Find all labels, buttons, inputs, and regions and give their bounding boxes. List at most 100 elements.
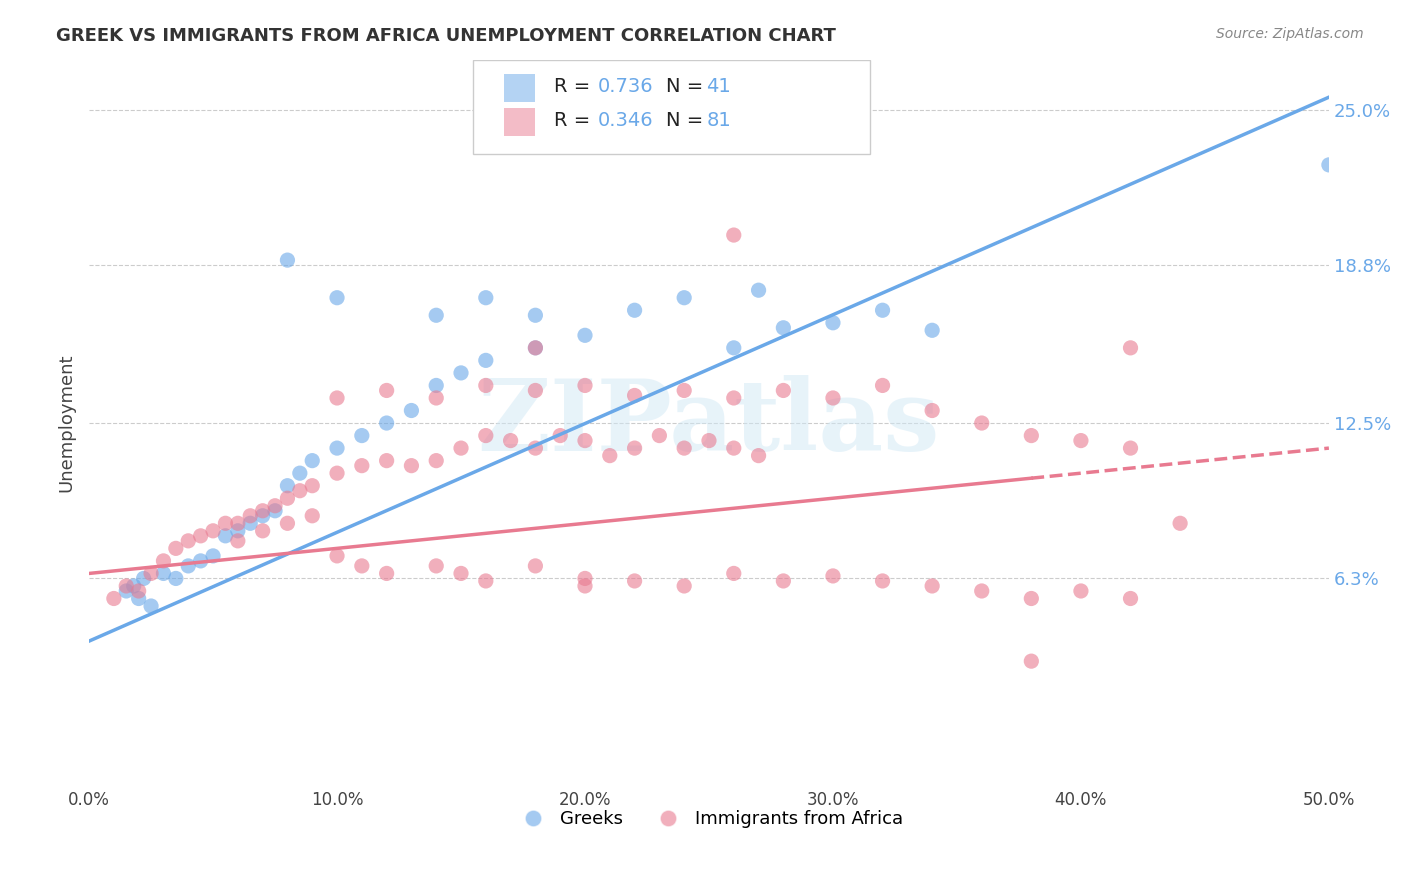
Point: [375, 566, 398, 581]
Point: [177, 558, 200, 573]
Text: N =: N =: [665, 77, 709, 96]
Point: [301, 479, 323, 493]
Point: [574, 434, 596, 448]
Point: [970, 584, 993, 599]
Point: [239, 516, 262, 531]
Text: R =: R =: [554, 77, 596, 96]
Point: [152, 554, 174, 568]
Point: [152, 566, 174, 581]
Point: [673, 384, 696, 398]
Point: [276, 516, 298, 531]
Point: [226, 516, 249, 531]
Point: [450, 366, 472, 380]
Point: [165, 571, 187, 585]
Point: [375, 453, 398, 467]
Point: [276, 491, 298, 506]
Point: [1021, 428, 1043, 442]
Point: [1021, 654, 1043, 668]
Point: [524, 308, 547, 322]
Point: [1119, 441, 1142, 455]
Point: [1021, 591, 1043, 606]
Point: [252, 524, 274, 538]
Point: [574, 328, 596, 343]
Point: [921, 403, 943, 417]
Point: [326, 466, 349, 480]
Point: [673, 441, 696, 455]
Point: [401, 403, 423, 417]
Point: [252, 504, 274, 518]
Point: [1070, 434, 1092, 448]
Point: [623, 574, 645, 588]
Point: [748, 449, 770, 463]
Point: [499, 434, 522, 448]
Point: [301, 453, 323, 467]
FancyBboxPatch shape: [474, 60, 870, 154]
Point: [177, 533, 200, 548]
Point: [190, 529, 212, 543]
Point: [574, 571, 596, 585]
Point: [970, 416, 993, 430]
Point: [326, 549, 349, 563]
Point: [326, 291, 349, 305]
Point: [239, 508, 262, 523]
Text: R =: R =: [554, 112, 596, 130]
Point: [748, 283, 770, 297]
Point: [350, 458, 373, 473]
Point: [673, 579, 696, 593]
Point: [921, 323, 943, 337]
Point: [1119, 341, 1142, 355]
Point: [350, 558, 373, 573]
Point: [623, 441, 645, 455]
Point: [139, 599, 162, 613]
Point: [190, 554, 212, 568]
Point: [132, 571, 155, 585]
Point: [450, 441, 472, 455]
Point: [524, 441, 547, 455]
Text: 0.736: 0.736: [598, 77, 652, 96]
Point: [548, 428, 571, 442]
Point: [1119, 591, 1142, 606]
Point: [723, 391, 745, 405]
Point: [202, 549, 225, 563]
Point: [524, 558, 547, 573]
Point: [425, 453, 447, 467]
Point: [214, 529, 236, 543]
Point: [276, 479, 298, 493]
Text: ZIPatlas: ZIPatlas: [478, 375, 941, 472]
Point: [202, 524, 225, 538]
Point: [128, 584, 150, 599]
Point: [252, 508, 274, 523]
Text: 0.346: 0.346: [598, 112, 652, 130]
Point: [301, 508, 323, 523]
Point: [425, 308, 447, 322]
Y-axis label: Unemployment: Unemployment: [58, 354, 75, 492]
Point: [772, 384, 794, 398]
Point: [103, 591, 125, 606]
Point: [115, 579, 138, 593]
Point: [475, 353, 498, 368]
Point: [288, 483, 311, 498]
Point: [264, 499, 287, 513]
Point: [872, 574, 894, 588]
Point: [723, 441, 745, 455]
Point: [821, 569, 844, 583]
Text: 81: 81: [706, 112, 731, 130]
Point: [326, 441, 349, 455]
Point: [475, 378, 498, 392]
Point: [475, 574, 498, 588]
Point: [1317, 158, 1340, 172]
Point: [326, 391, 349, 405]
Point: [264, 504, 287, 518]
Point: [524, 341, 547, 355]
Point: [623, 388, 645, 402]
Point: [599, 449, 621, 463]
Bar: [505, 74, 536, 102]
Bar: [505, 108, 536, 136]
Point: [1070, 584, 1092, 599]
Point: [226, 533, 249, 548]
Point: [673, 291, 696, 305]
Point: [425, 391, 447, 405]
Point: [574, 579, 596, 593]
Point: [1168, 516, 1191, 531]
Point: [401, 458, 423, 473]
